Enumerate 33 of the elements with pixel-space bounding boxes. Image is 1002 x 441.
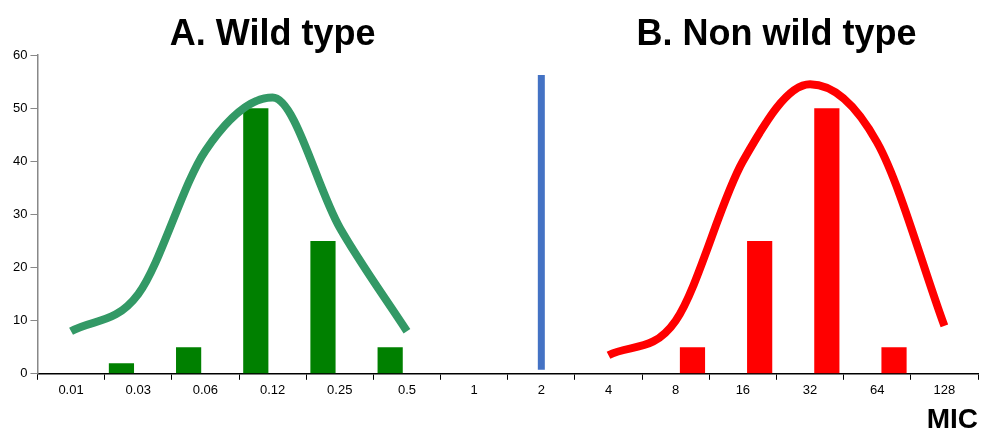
bar [310,240,336,374]
text: A. Wild type [169,12,376,53]
x-tick-label: 0.03 [125,382,151,398]
x-axis-title: MIC [926,402,978,434]
x-tick-label: 32 [802,382,818,398]
y-tick-label: 10 [12,312,28,328]
x-tick-label: 64 [869,382,885,398]
bar [243,108,269,374]
y-tick-label: 20 [12,259,28,275]
x-tick-label: 0.5 [397,382,416,398]
x-tick-label: 4 [604,382,613,398]
y-tick-label: 60 [12,46,28,62]
x-tick-label: 0.06 [192,382,219,398]
bar [881,347,907,374]
bar [377,347,403,374]
y-tick-label: 40 [12,152,28,168]
x-tick-label: 0.12 [259,382,286,398]
text: B. Non wild type [636,12,917,53]
x-tick-label: 128 [933,382,956,398]
x-tick-label: 8 [672,382,680,398]
bar [176,347,202,374]
y-tick-label: 0 [20,365,28,381]
x-tick-label: 1 [470,382,478,398]
x-tick-label: 0.25 [327,382,353,398]
bar [679,347,706,374]
x-tick-label: 0.01 [58,382,84,398]
bar [108,363,135,374]
x-tick-label: 16 [735,382,751,398]
x-tick-label: 2 [537,382,545,398]
bar [814,108,840,374]
y-tick-label: 50 [12,99,28,115]
bar [747,240,773,374]
y-tick-label: 30 [12,205,28,221]
